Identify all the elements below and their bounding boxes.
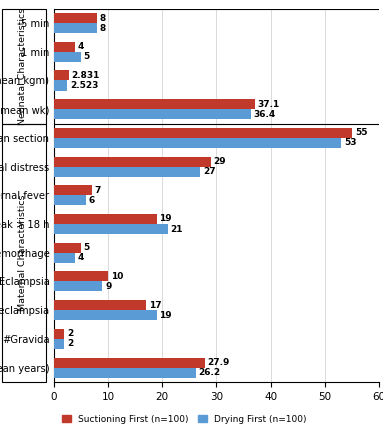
Text: 27.9: 27.9 [208, 358, 230, 367]
Bar [54, 42, 75, 52]
Bar [54, 271, 108, 281]
Legend: Suctioning First (n=100), Drying First (n=100): Suctioning First (n=100), Drying First (… [58, 411, 310, 427]
Bar [54, 109, 251, 119]
Bar [54, 214, 157, 224]
Bar [54, 310, 157, 320]
Bar [54, 195, 86, 205]
Text: 5: 5 [83, 52, 90, 61]
Text: 2: 2 [67, 339, 74, 349]
Bar [54, 185, 92, 195]
Bar [54, 157, 211, 167]
Bar [54, 52, 81, 62]
Text: 36.4: 36.4 [254, 110, 276, 118]
Text: 9: 9 [105, 282, 111, 291]
Text: 26.2: 26.2 [198, 368, 221, 377]
Bar [54, 300, 146, 310]
Text: 8: 8 [100, 23, 106, 33]
Text: 55: 55 [355, 128, 367, 137]
Text: 2.831: 2.831 [72, 71, 100, 80]
Bar [54, 80, 67, 91]
Bar [54, 128, 352, 138]
Text: 27: 27 [203, 167, 216, 176]
Bar [54, 253, 75, 263]
Bar [54, 368, 196, 378]
Text: 5: 5 [83, 243, 90, 252]
Bar [54, 167, 200, 177]
Bar [54, 281, 103, 292]
Text: 8: 8 [100, 13, 106, 23]
Text: 37.1: 37.1 [258, 100, 280, 108]
Bar [54, 138, 341, 148]
Text: 53: 53 [344, 138, 357, 148]
Text: 19: 19 [159, 214, 172, 224]
Text: Maternal Characteristics: Maternal Characteristics [18, 194, 28, 311]
Text: Neonatal Characteristics: Neonatal Characteristics [18, 7, 28, 125]
Bar [54, 70, 69, 80]
Bar [54, 339, 64, 349]
Text: 2: 2 [67, 329, 74, 339]
Bar [54, 358, 205, 368]
Text: 7: 7 [94, 186, 101, 195]
Text: 6: 6 [89, 196, 95, 205]
Text: 17: 17 [149, 301, 161, 309]
Text: 4: 4 [78, 42, 84, 51]
Bar [54, 224, 168, 234]
Bar [54, 13, 97, 23]
Bar [54, 23, 97, 33]
Text: 4: 4 [78, 253, 84, 262]
Bar [54, 243, 81, 253]
Text: 19: 19 [159, 311, 172, 320]
Text: 2.523: 2.523 [70, 81, 98, 90]
Text: 21: 21 [170, 224, 183, 233]
Bar [54, 99, 255, 109]
Text: 29: 29 [214, 157, 226, 166]
Bar [54, 329, 64, 339]
Text: 10: 10 [111, 272, 123, 281]
